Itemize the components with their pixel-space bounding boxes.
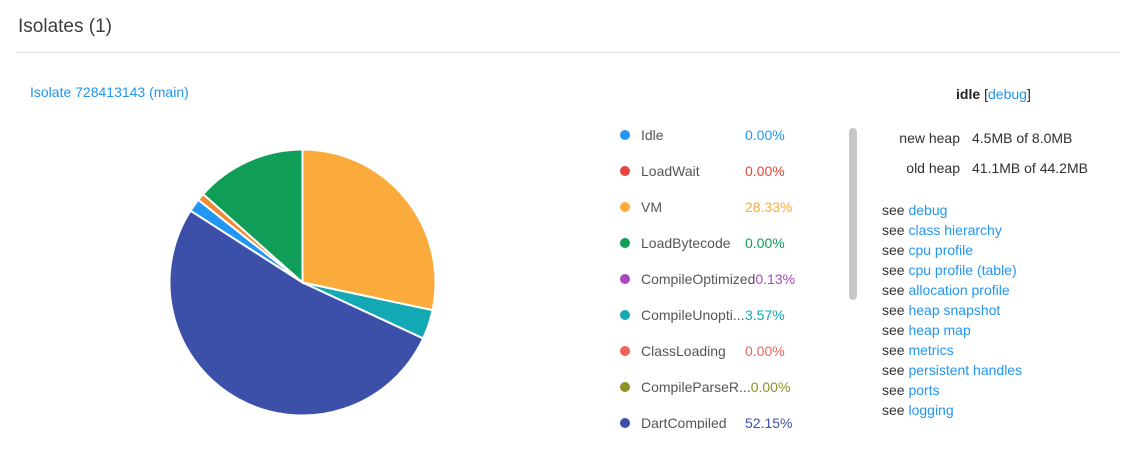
- legend-label: LoadBytecode: [641, 235, 731, 251]
- status-state: idle: [956, 86, 981, 102]
- see-line: see allocation profile: [882, 280, 1022, 300]
- legend-color-dot: [620, 346, 630, 356]
- pie-slice-dartcompiled: [168, 209, 425, 417]
- pie-slice-slice-green: [201, 148, 304, 285]
- see-line: see heap snapshot: [882, 300, 1022, 320]
- legend-percent: 0.00%: [745, 235, 785, 251]
- legend-color-dot: [620, 166, 630, 176]
- legend-label: Idle: [641, 127, 664, 143]
- legend-item-loadwait: LoadWait 0.00%: [610, 153, 848, 189]
- heap-label: old heap: [906, 160, 960, 176]
- legend-item-loadbytecode: LoadBytecode 0.00%: [610, 225, 848, 261]
- isolate-link[interactable]: Isolate 728413143 (main): [30, 84, 189, 100]
- legend-scrollbar-thumb[interactable]: [849, 128, 857, 300]
- heap-value: 41.1MB of 44.2MB: [972, 160, 1088, 176]
- see-prefix: see: [882, 402, 909, 418]
- legend-label: DartCompiled: [641, 415, 727, 429]
- see-line: see ports: [882, 380, 1022, 400]
- status-debug-link[interactable]: debug: [988, 86, 1027, 102]
- see-link-persistent-handles[interactable]: persistent handles: [908, 362, 1023, 378]
- legend-label: CompileParseR...: [641, 379, 751, 395]
- legend-item-idle: Idle 0.00%: [610, 117, 848, 153]
- isolate-card: Isolate 728413143 (main) Idle 0.00% LoadWa…: [0, 53, 1136, 459]
- see-line: see heap map: [882, 320, 1022, 340]
- page-title: Isolates (1): [18, 16, 112, 37]
- see-link-heap-map[interactable]: heap map: [908, 322, 971, 338]
- see-prefix: see: [882, 282, 909, 298]
- cpu-usage-legend: Idle 0.00% LoadWait 0.00% VM 28.33% LoadByteco…: [610, 117, 848, 429]
- header-divider: [16, 52, 1120, 53]
- see-link-metrics[interactable]: metrics: [908, 342, 954, 358]
- legend-label: CompileUnopti...: [641, 307, 745, 323]
- cpu-usage-pie-chart: [160, 140, 445, 425]
- see-link-cpu-profile-table[interactable]: cpu profile (table): [908, 262, 1017, 278]
- legend-percent: 52.15%: [745, 415, 793, 429]
- isolate-status: idle [debug]: [956, 86, 1031, 102]
- legend-scrollbar-track: [849, 117, 857, 429]
- see-links-list: see debug see class hierarchy see cpu prof…: [882, 200, 1022, 420]
- legend-label: CompileOptimized: [641, 271, 756, 287]
- see-prefix: see: [882, 382, 909, 398]
- legend-percent: 0.13%: [755, 271, 796, 287]
- see-line: see cpu profile: [882, 240, 1022, 260]
- bracket-close: ]: [1026, 86, 1031, 102]
- see-prefix: see: [882, 202, 909, 218]
- see-line: see persistent handles: [882, 360, 1022, 380]
- legend-percent: 0.00%: [745, 343, 785, 359]
- pie-chart-svg: [168, 148, 437, 417]
- pie-slice-vm: [301, 148, 437, 312]
- legend-color-dot: [620, 310, 630, 320]
- legend-item-classloading: ClassLoading 0.00%: [610, 333, 848, 369]
- legend-color-dot: [620, 238, 630, 248]
- see-line: see logging: [882, 400, 1022, 420]
- see-line: see metrics: [882, 340, 1022, 360]
- legend-color-dot: [620, 130, 630, 140]
- heap-value: 4.5MB of 8.0MB: [972, 130, 1073, 146]
- heap-label: new heap: [899, 130, 960, 146]
- legend-label: ClassLoading: [641, 343, 726, 359]
- see-line: see class hierarchy: [882, 220, 1022, 240]
- see-prefix: see: [882, 302, 909, 318]
- bracket-open: [: [984, 86, 989, 102]
- see-link-class-hierarchy[interactable]: class hierarchy: [908, 222, 1002, 238]
- see-link-cpu-profile[interactable]: cpu profile: [908, 242, 974, 258]
- legend-percent: 0.00%: [750, 379, 791, 395]
- legend-percent: 0.00%: [745, 127, 785, 143]
- see-link-heap-snapshot[interactable]: heap snapshot: [908, 302, 1001, 318]
- see-link-debug[interactable]: debug: [908, 202, 948, 218]
- legend-label: LoadWait: [641, 163, 700, 179]
- heap-row-old-heap: old heap 41.1MB of 44.2MB: [884, 153, 1088, 183]
- legend-percent: 0.00%: [745, 163, 785, 179]
- legend-color-dot: [620, 202, 630, 212]
- legend-item-compileoptimized: CompileOptimized 0.13%: [610, 261, 848, 297]
- legend-percent: 28.33%: [745, 199, 793, 215]
- see-prefix: see: [882, 262, 909, 278]
- legend-color-dot: [620, 382, 630, 392]
- see-prefix: see: [882, 242, 909, 258]
- legend-percent: 3.57%: [745, 307, 785, 323]
- see-link-ports[interactable]: ports: [908, 382, 940, 398]
- see-prefix: see: [882, 362, 909, 378]
- see-link-allocation-profile[interactable]: allocation profile: [908, 282, 1010, 298]
- legend-color-dot: [620, 418, 630, 428]
- see-prefix: see: [882, 222, 909, 238]
- see-prefix: see: [882, 322, 909, 338]
- page-header: Isolates (1): [0, 0, 1136, 52]
- see-line: see debug: [882, 200, 1022, 220]
- legend-label: VM: [641, 199, 662, 215]
- see-link-logging[interactable]: logging: [908, 402, 954, 418]
- legend-item-compileunopti: CompileUnopti... 3.57%: [610, 297, 848, 333]
- see-line: see cpu profile (table): [882, 260, 1022, 280]
- heap-table: new heap 4.5MB of 8.0MB old heap 41.1MB of …: [884, 123, 1088, 183]
- heap-row-new-heap: new heap 4.5MB of 8.0MB: [884, 123, 1088, 153]
- legend-item-vm: VM 28.33%: [610, 189, 848, 225]
- legend-color-dot: [620, 274, 630, 284]
- legend-item-dartcompiled: DartCompiled 52.15%: [610, 405, 848, 429]
- see-prefix: see: [882, 342, 909, 358]
- legend-item-compileparser: CompileParseR... 0.00%: [610, 369, 848, 405]
